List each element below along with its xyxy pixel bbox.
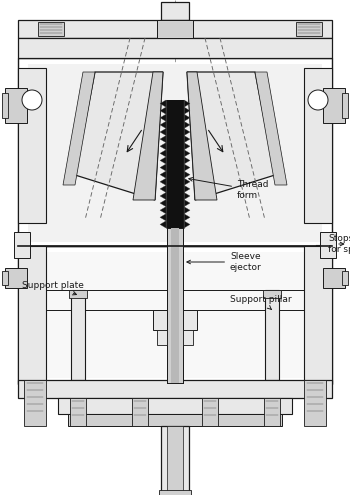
Bar	[58, 398, 292, 414]
Bar	[202, 398, 218, 426]
Polygon shape	[184, 164, 190, 171]
Polygon shape	[160, 128, 166, 136]
Polygon shape	[160, 185, 166, 193]
Polygon shape	[184, 121, 190, 128]
Polygon shape	[184, 150, 190, 157]
Bar	[18, 380, 332, 398]
Bar	[28, 252, 322, 378]
Bar	[18, 58, 332, 246]
Bar	[171, 228, 179, 383]
Polygon shape	[184, 100, 190, 107]
Polygon shape	[184, 114, 190, 121]
Polygon shape	[187, 72, 275, 200]
Bar	[5, 268, 27, 288]
Polygon shape	[184, 207, 190, 214]
Polygon shape	[160, 221, 166, 228]
Polygon shape	[160, 207, 166, 214]
Bar	[263, 290, 281, 298]
Circle shape	[308, 90, 328, 110]
Text: Support plate: Support plate	[22, 281, 84, 295]
Text: Support pillar: Support pillar	[230, 296, 292, 309]
Polygon shape	[184, 107, 190, 114]
Polygon shape	[160, 150, 166, 157]
Bar	[323, 88, 345, 123]
Bar	[18, 246, 332, 384]
Polygon shape	[160, 100, 166, 107]
Polygon shape	[160, 199, 166, 207]
Polygon shape	[160, 164, 166, 171]
Bar	[264, 398, 280, 426]
Polygon shape	[160, 214, 166, 221]
Bar	[14, 232, 30, 258]
Polygon shape	[160, 157, 166, 164]
Polygon shape	[160, 114, 166, 121]
Bar	[167, 228, 183, 383]
Bar	[18, 38, 332, 58]
Polygon shape	[160, 143, 166, 150]
Polygon shape	[160, 136, 166, 143]
Bar	[183, 310, 197, 330]
Bar	[18, 246, 46, 384]
Bar	[38, 22, 64, 36]
Polygon shape	[63, 72, 95, 185]
Bar	[157, 330, 167, 345]
Text: Thread
form: Thread form	[189, 178, 268, 199]
Polygon shape	[160, 178, 166, 185]
Bar	[265, 290, 279, 380]
Polygon shape	[184, 214, 190, 221]
Polygon shape	[133, 72, 163, 200]
Bar	[157, 20, 193, 38]
Bar	[304, 246, 332, 384]
Bar	[68, 414, 282, 426]
Bar	[18, 68, 46, 223]
Polygon shape	[160, 171, 166, 178]
Bar	[320, 232, 336, 258]
Bar	[167, 426, 183, 495]
Circle shape	[22, 90, 42, 110]
Bar	[342, 271, 348, 285]
Bar	[153, 310, 167, 330]
Polygon shape	[184, 143, 190, 150]
Polygon shape	[184, 185, 190, 193]
Bar	[2, 93, 8, 118]
Polygon shape	[184, 199, 190, 207]
Polygon shape	[184, 193, 190, 199]
Bar	[5, 88, 27, 123]
Polygon shape	[184, 157, 190, 164]
Bar	[159, 490, 191, 495]
Bar	[28, 64, 322, 242]
Polygon shape	[160, 193, 166, 199]
Bar	[70, 398, 86, 426]
Polygon shape	[184, 178, 190, 185]
Bar	[323, 268, 345, 288]
Bar	[132, 398, 148, 426]
Polygon shape	[184, 128, 190, 136]
Bar	[296, 22, 322, 36]
Polygon shape	[255, 72, 287, 185]
Text: Sleeve
ejector: Sleeve ejector	[187, 252, 262, 272]
Bar	[2, 271, 8, 285]
Bar	[18, 20, 332, 38]
Bar	[342, 93, 348, 118]
Polygon shape	[184, 221, 190, 228]
Bar	[24, 380, 46, 426]
Bar	[166, 100, 184, 228]
Polygon shape	[75, 72, 163, 200]
Text: Stops
for splits: Stops for splits	[328, 234, 350, 254]
Polygon shape	[160, 121, 166, 128]
Polygon shape	[184, 136, 190, 143]
Bar	[183, 330, 193, 345]
Bar	[304, 380, 326, 426]
Bar	[161, 2, 189, 20]
Bar	[161, 426, 189, 495]
Polygon shape	[187, 72, 217, 200]
Bar	[69, 290, 87, 298]
Polygon shape	[160, 107, 166, 114]
Bar	[304, 68, 332, 223]
Bar	[71, 290, 85, 380]
Polygon shape	[184, 171, 190, 178]
